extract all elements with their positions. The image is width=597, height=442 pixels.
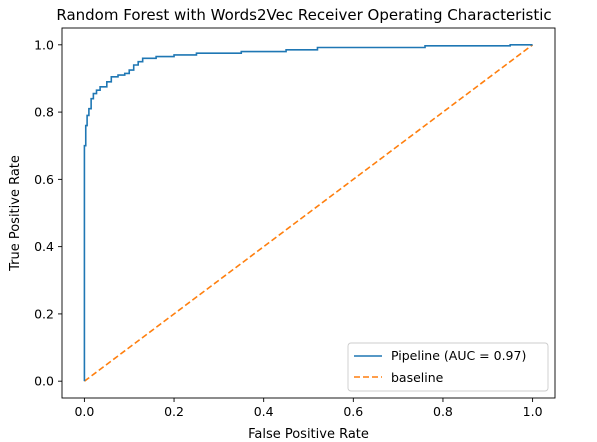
x-tick-label: 0.8 xyxy=(433,404,453,419)
y-tick-label: 1.0 xyxy=(34,37,54,52)
x-tick-label: 1.0 xyxy=(523,404,543,419)
axes-frame xyxy=(61,27,556,399)
series-line-baseline xyxy=(83,44,534,382)
axis-ticks: 0.0 0.2 0.4 0.6 0.8 1.0 0.0 0.2 0.4 0.6 0.8 1.0 xyxy=(34,37,542,419)
y-tick-label: 0.6 xyxy=(34,172,54,187)
chart-title: Random Forest with Words2Vec Receiver Op… xyxy=(56,6,551,24)
plot-area xyxy=(83,44,534,382)
y-tick-label: 0.0 xyxy=(34,374,54,389)
legend: Pipeline (AUC = 0.97) baseline xyxy=(347,342,549,392)
legend-box xyxy=(347,342,549,392)
y-tick-label: 0.4 xyxy=(34,239,54,254)
x-tick-label: 0.0 xyxy=(74,404,94,419)
legend-entry-pipeline: Pipeline (AUC = 0.97) xyxy=(391,348,526,363)
x-tick-label: 0.6 xyxy=(343,404,363,419)
y-axis-label: True Positive Rate xyxy=(8,155,23,272)
series-line-pipeline xyxy=(83,44,533,382)
x-tick-label: 0.4 xyxy=(254,404,274,419)
legend-entry-baseline: baseline xyxy=(391,370,444,385)
y-tick-label: 0.8 xyxy=(34,105,54,120)
y-tick-label: 0.2 xyxy=(34,306,54,321)
x-tick-label: 0.2 xyxy=(164,404,184,419)
x-axis-label: False Positive Rate xyxy=(248,427,369,442)
